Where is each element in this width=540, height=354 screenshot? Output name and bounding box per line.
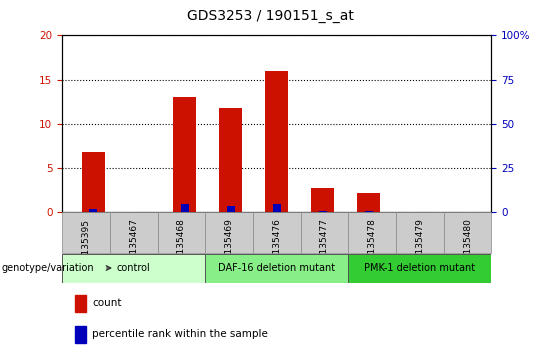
Text: GSM135480: GSM135480	[463, 218, 472, 273]
Bar	[301, 212, 348, 253]
Text: GDS3253 / 190151_s_at: GDS3253 / 190151_s_at	[186, 9, 354, 23]
Bar	[62, 254, 205, 282]
Text: GSM135467: GSM135467	[129, 218, 138, 273]
Bar	[75, 295, 86, 312]
Bar	[265, 71, 288, 212]
Bar	[158, 212, 205, 253]
Text: GSM135395: GSM135395	[82, 218, 91, 274]
Text: count: count	[92, 298, 122, 308]
Bar	[205, 254, 348, 282]
Text: DAF-16 deletion mutant: DAF-16 deletion mutant	[218, 263, 335, 273]
Text: percentile rank within the sample: percentile rank within the sample	[92, 329, 268, 339]
Bar	[89, 209, 97, 212]
Bar	[396, 212, 444, 253]
Bar	[181, 205, 189, 212]
Bar	[253, 212, 301, 253]
Text: GSM135468: GSM135468	[177, 218, 186, 273]
Text: GSM135478: GSM135478	[368, 218, 377, 273]
Bar	[82, 152, 105, 212]
Bar	[173, 97, 197, 212]
Bar	[110, 212, 158, 253]
Text: genotype/variation: genotype/variation	[1, 263, 94, 273]
Bar	[62, 212, 110, 253]
Bar	[273, 205, 281, 212]
Bar	[348, 254, 491, 282]
Text: GSM135469: GSM135469	[225, 218, 234, 273]
Bar	[219, 108, 242, 212]
Bar	[364, 211, 373, 212]
Bar	[444, 212, 491, 253]
Bar	[311, 188, 334, 212]
Bar	[348, 212, 396, 253]
Text: GSM135477: GSM135477	[320, 218, 329, 273]
Text: GSM135476: GSM135476	[272, 218, 281, 273]
Bar	[357, 193, 380, 212]
Bar	[227, 206, 235, 212]
Bar	[75, 326, 86, 343]
Bar	[319, 211, 327, 212]
Bar	[205, 212, 253, 253]
Text: PMK-1 deletion mutant: PMK-1 deletion mutant	[364, 263, 475, 273]
Text: control: control	[117, 263, 151, 273]
Text: GSM135479: GSM135479	[415, 218, 424, 273]
